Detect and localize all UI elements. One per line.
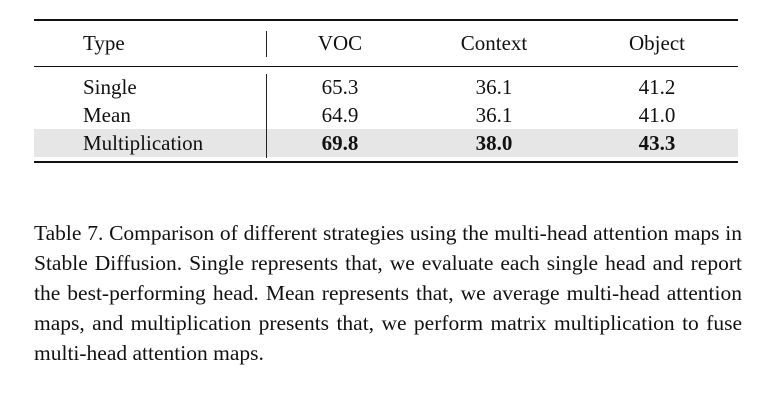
cell-object: 41.2 (638, 75, 676, 99)
header-context: Context (460, 31, 528, 55)
cell-object: 43.3 (638, 131, 676, 155)
cell-context: 38.0 (475, 131, 513, 155)
table-row: Single 65.3 36.1 41.2 (34, 73, 738, 101)
header-type: Type (83, 31, 125, 55)
header-voc: VOC (317, 31, 363, 55)
cell-context: 36.1 (475, 75, 513, 99)
cell-voc: 64.9 (321, 103, 359, 127)
table-top-rule (34, 19, 738, 21)
cell-type: Mean (83, 103, 131, 127)
cell-type: Single (83, 75, 137, 99)
cell-voc: 65.3 (321, 75, 359, 99)
cell-voc: 69.8 (321, 131, 359, 155)
table-mid-rule (34, 66, 738, 67)
table-caption: Table 7. Comparison of different strateg… (34, 220, 742, 365)
column-separator (266, 74, 267, 158)
header-object: Object (629, 31, 685, 55)
table-row-highlighted: Multiplication 69.8 38.0 43.3 (34, 129, 738, 157)
column-separator (266, 31, 267, 57)
cell-type: Multiplication (83, 131, 204, 155)
table-bottom-rule (34, 161, 738, 163)
cell-object: 41.0 (638, 103, 676, 127)
table-header-row: Type VOC Context Object (34, 29, 738, 57)
table-row: Mean 64.9 36.1 41.0 (34, 101, 738, 129)
cell-context: 36.1 (475, 103, 513, 127)
